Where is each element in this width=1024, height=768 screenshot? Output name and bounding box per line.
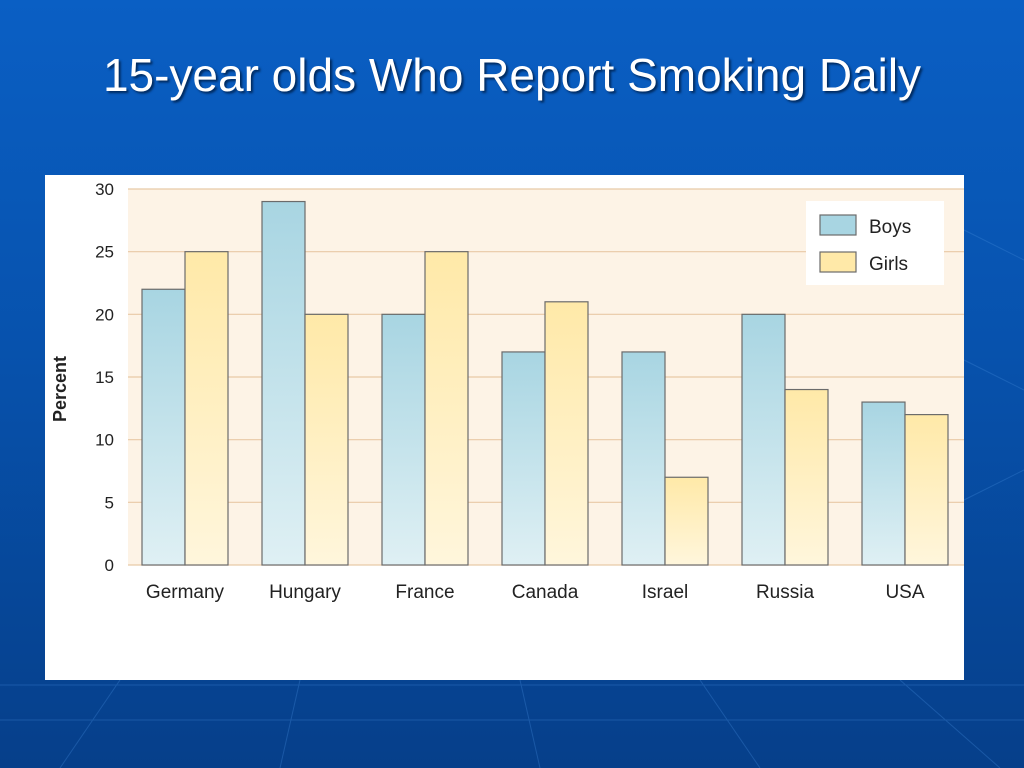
x-category-label: Israel	[642, 582, 688, 603]
bar-girls-israel	[664, 476, 709, 566]
legend-label-girls: Girls	[869, 254, 908, 275]
bar-girls-russia	[784, 388, 829, 566]
bar-girls-usa	[904, 414, 949, 566]
x-category-label: Canada	[512, 582, 579, 603]
x-category-label: France	[395, 582, 454, 603]
legend: Boys Girls	[806, 201, 944, 285]
bar-boys-canada	[501, 351, 546, 566]
x-category-label: Hungary	[269, 582, 341, 603]
x-category-label: Russia	[756, 582, 815, 603]
bar-girls-hungary	[304, 313, 349, 566]
bar-boys-france	[381, 313, 426, 566]
bar-boys-israel	[621, 351, 666, 566]
x-category-label: Germany	[146, 582, 225, 603]
slide-title: 15-year olds Who Report Smoking Daily	[102, 49, 922, 101]
y-tick-label: 20	[95, 305, 114, 324]
y-tick-label: 0	[105, 556, 114, 575]
y-axis-ticks: 0 5 10 15 20 25 30	[95, 180, 114, 575]
y-tick-label: 10	[95, 431, 114, 450]
bar-boys-russia	[741, 313, 786, 566]
legend-swatch-girls	[819, 251, 857, 273]
x-category-label: USA	[885, 582, 924, 603]
bars	[141, 200, 949, 566]
y-tick-label: 15	[95, 368, 114, 387]
bar-boys-germany	[141, 288, 186, 566]
y-tick-label: 5	[105, 493, 114, 512]
chart-panel: 0 5 10 15 20 25 30 Germany Hungary France Canada I…	[45, 175, 964, 680]
bar-girls-canada	[544, 301, 589, 566]
bar-girls-france	[424, 251, 469, 566]
bar-boys-usa	[861, 401, 906, 566]
y-tick-label: 30	[95, 180, 114, 199]
bar-boys-hungary	[261, 200, 306, 566]
y-axis-title: Percent	[50, 356, 70, 422]
legend-label-boys: Boys	[869, 217, 911, 238]
bar-chart: 0 5 10 15 20 25 30 Germany Hungary France Canada I…	[50, 180, 964, 603]
y-tick-label: 25	[95, 243, 114, 262]
x-axis-categories: Germany Hungary France Canada Israel Russia US…	[146, 582, 925, 603]
legend-swatch-boys	[819, 214, 857, 236]
bar-girls-germany	[184, 251, 229, 566]
